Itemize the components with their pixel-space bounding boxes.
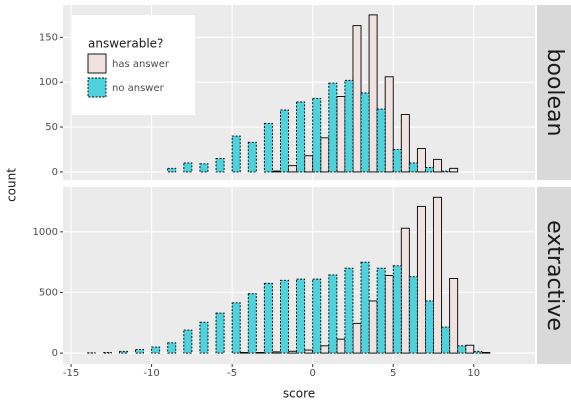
- facet-strip: [537, 187, 571, 364]
- bar: [271, 351, 281, 354]
- bar: [400, 114, 410, 173]
- facet-label: boolean: [542, 49, 567, 137]
- bar: [328, 274, 338, 354]
- bar: [433, 158, 443, 173]
- facet-label: extractive: [542, 220, 567, 331]
- bar: [151, 346, 161, 354]
- bar: [296, 278, 306, 354]
- bar: [247, 293, 257, 354]
- bar: [400, 227, 410, 354]
- bar: [183, 162, 193, 173]
- bar: [473, 350, 483, 354]
- bar: [457, 345, 467, 354]
- bar: [360, 261, 370, 354]
- x-tick-label: -5: [227, 368, 237, 379]
- bar: [376, 267, 386, 354]
- x-tick-label: -10: [143, 368, 159, 379]
- bar: [167, 167, 177, 173]
- bar: [449, 278, 459, 354]
- bar: [312, 278, 322, 354]
- bar: [215, 312, 225, 354]
- x-axis-label: score: [283, 387, 315, 401]
- bar: [352, 25, 362, 173]
- bar: [376, 108, 386, 173]
- bar: [433, 196, 443, 354]
- y-axis-label: count: [5, 168, 19, 202]
- facet-strip: [537, 5, 571, 180]
- y-tick-label: 150: [39, 32, 58, 43]
- bar: [408, 162, 418, 173]
- bar: [288, 350, 298, 354]
- bar: [102, 352, 112, 354]
- y-tick-label: 1000: [33, 227, 58, 238]
- bar: [288, 165, 298, 173]
- legend-key: [87, 53, 107, 74]
- bar: [320, 345, 330, 354]
- bar: [320, 137, 330, 173]
- bar: [352, 322, 362, 354]
- y-tick-label: 0: [52, 348, 58, 359]
- y-tick-label: 500: [39, 287, 58, 298]
- bar: [425, 300, 434, 354]
- bar: [336, 338, 346, 354]
- legend-label: has answer: [112, 59, 170, 70]
- bar: [344, 267, 354, 354]
- bar: [199, 163, 209, 173]
- bar: [465, 344, 475, 354]
- bar: [392, 265, 402, 354]
- bar: [360, 92, 370, 173]
- legend-title: answerable?: [88, 37, 163, 51]
- bar: [312, 97, 322, 173]
- bar: [449, 167, 459, 173]
- y-tick-label: 100: [39, 77, 58, 88]
- bar: [441, 170, 451, 173]
- bar: [247, 141, 257, 173]
- bar: [280, 279, 289, 354]
- bar: [167, 342, 177, 354]
- x-tick-label: -15: [63, 368, 79, 379]
- bar: [118, 350, 128, 354]
- bar: [239, 352, 249, 354]
- x-tick-label: 10: [467, 368, 480, 379]
- bar: [304, 155, 314, 173]
- legend-key: [87, 77, 107, 98]
- bar: [368, 14, 378, 173]
- bar: [328, 82, 338, 173]
- bar: [183, 329, 193, 354]
- bar: [215, 158, 225, 173]
- bar: [392, 149, 402, 173]
- bar: [263, 282, 273, 354]
- bar: [408, 276, 418, 354]
- bar: [280, 109, 289, 173]
- y-tick-label: 50: [45, 122, 58, 133]
- bar: [344, 79, 354, 173]
- y-tick-label: 0: [52, 167, 58, 178]
- bar: [231, 135, 241, 173]
- bar: [336, 96, 346, 173]
- bar: [425, 166, 434, 173]
- bar: [416, 148, 426, 173]
- legend-label: no answer: [112, 83, 165, 94]
- bar: [304, 349, 314, 354]
- bar: [416, 205, 426, 354]
- bar: [384, 76, 394, 173]
- x-tick-label: 0: [310, 368, 316, 379]
- bar: [231, 302, 241, 354]
- bar: [441, 326, 451, 354]
- bar: [255, 352, 265, 354]
- bar: [135, 349, 144, 354]
- x-tick-label: 5: [390, 368, 396, 379]
- bar: [384, 275, 394, 354]
- bar: [481, 352, 491, 354]
- bar: [263, 123, 273, 173]
- bar: [296, 101, 306, 173]
- bar: [271, 170, 281, 173]
- bar: [368, 300, 378, 354]
- bar: [199, 321, 209, 354]
